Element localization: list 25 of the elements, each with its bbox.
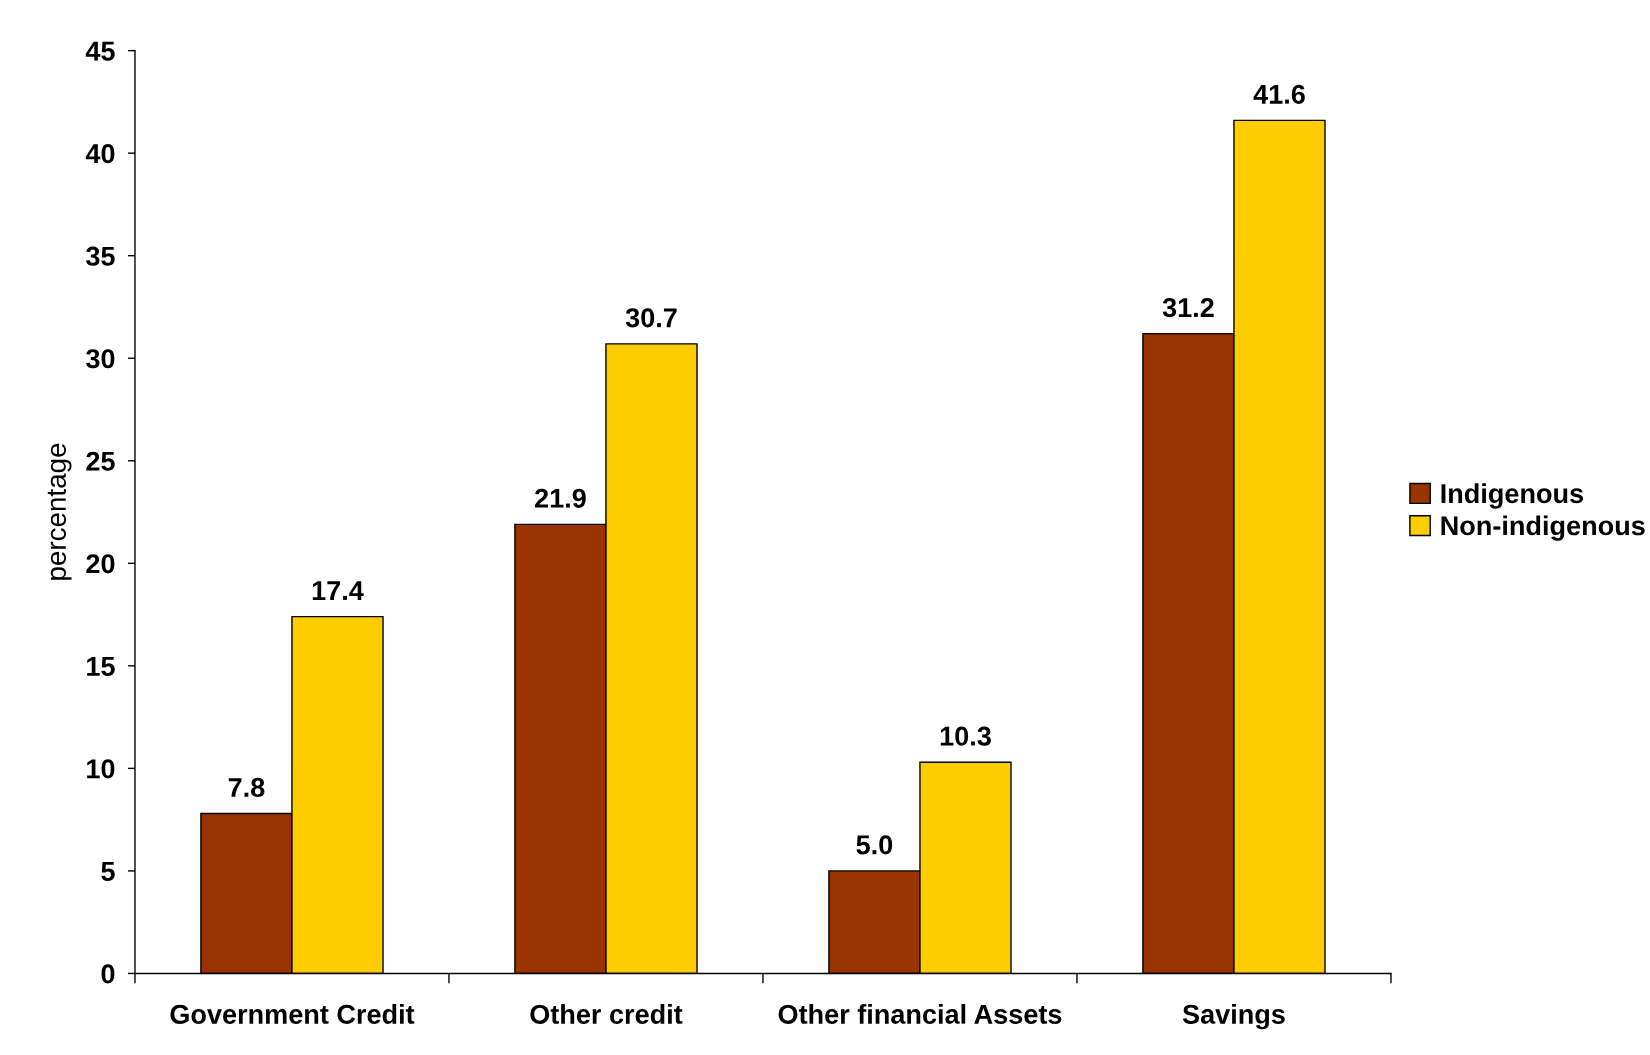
data-label: 21.9 bbox=[535, 488, 586, 508]
data-label: 31.2 bbox=[1162, 297, 1214, 318]
y-tick-label: 15 bbox=[87, 657, 115, 676]
y-tick-label: 5 bbox=[101, 862, 115, 881]
data-label: 7.8 bbox=[228, 777, 265, 798]
y-tick-label: 45 bbox=[85, 41, 115, 61]
y-tick-label: 35 bbox=[86, 246, 115, 266]
y-tick-label: 25 bbox=[86, 451, 115, 471]
legend-label: Indigenous bbox=[1441, 483, 1584, 509]
y-tick-label: 30 bbox=[86, 349, 115, 369]
data-label: 17.4 bbox=[312, 581, 364, 600]
x-tick-label: Government Credit bbox=[170, 1004, 415, 1024]
y-tick-label: 0 bbox=[101, 964, 115, 984]
data-label: 5.0 bbox=[856, 835, 893, 855]
x-tick-label: Other credit bbox=[530, 1004, 683, 1024]
y-tick-label: 20 bbox=[86, 554, 115, 574]
y-axis-title: percentage bbox=[47, 443, 72, 580]
data-label: 10.3 bbox=[940, 726, 991, 746]
legend-label: Non-indigenous bbox=[1441, 515, 1645, 541]
y-tick-label: 40 bbox=[85, 144, 115, 164]
x-tick-label: Other financial Assets bbox=[778, 1004, 1062, 1024]
data-label: 30.7 bbox=[625, 308, 677, 328]
y-tick-label: 10 bbox=[87, 759, 115, 779]
x-tick-label: Savings bbox=[1182, 1004, 1285, 1030]
data-label: 41.6 bbox=[1253, 84, 1305, 104]
